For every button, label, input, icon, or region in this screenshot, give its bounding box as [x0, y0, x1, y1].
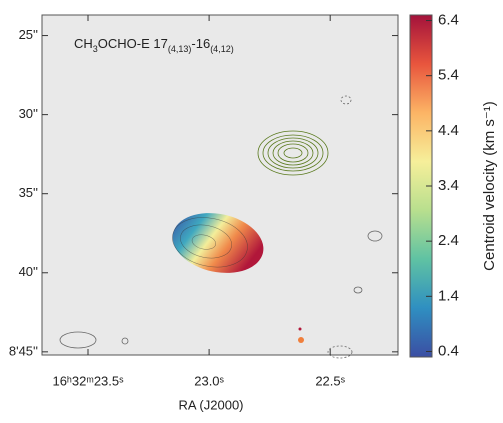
colorbar-label: Centroid velocity (km s⁻¹): [481, 101, 498, 271]
plot-area: [42, 15, 398, 355]
y-tick-label: 8'45'': [9, 343, 38, 358]
y-tick-label: 25'': [19, 27, 38, 42]
title-part: OCHO-E 17: [98, 36, 168, 51]
colorbar-tick-label: 4.4: [438, 122, 459, 139]
title-subscript: (4,12): [210, 44, 234, 54]
colorbar-tick-label: 1.4: [438, 287, 459, 304]
title-subscript: (4,13): [168, 44, 192, 54]
y-tick-label: 30'': [19, 106, 38, 121]
colorbar-tick-label: 6.4: [438, 11, 459, 28]
y-tick-label: 40'': [19, 264, 38, 279]
spot: [298, 337, 304, 343]
colorbar-tick-label: 5.4: [438, 67, 459, 84]
x-tick-label: 22.5ˢ: [315, 373, 345, 388]
x-tick-label: 16ʰ32ᵐ23.5ˢ: [52, 373, 124, 388]
x-axis-label: RA (J2000): [178, 397, 243, 412]
colorbar-tick-label: 0.4: [438, 342, 459, 359]
colorbar-tick-label: 2.4: [438, 232, 459, 249]
colorbar-tick-label: 3.4: [438, 177, 459, 194]
chart: CH3OCHO-E 17(4,13)-16(4,12) RA (J2000) C…: [0, 0, 503, 418]
y-tick-label: 35'': [19, 185, 38, 200]
spot: [299, 328, 302, 331]
title-part: -16: [191, 36, 210, 51]
x-tick-label: 23.0ˢ: [194, 373, 224, 388]
title-part: CH: [74, 36, 93, 51]
